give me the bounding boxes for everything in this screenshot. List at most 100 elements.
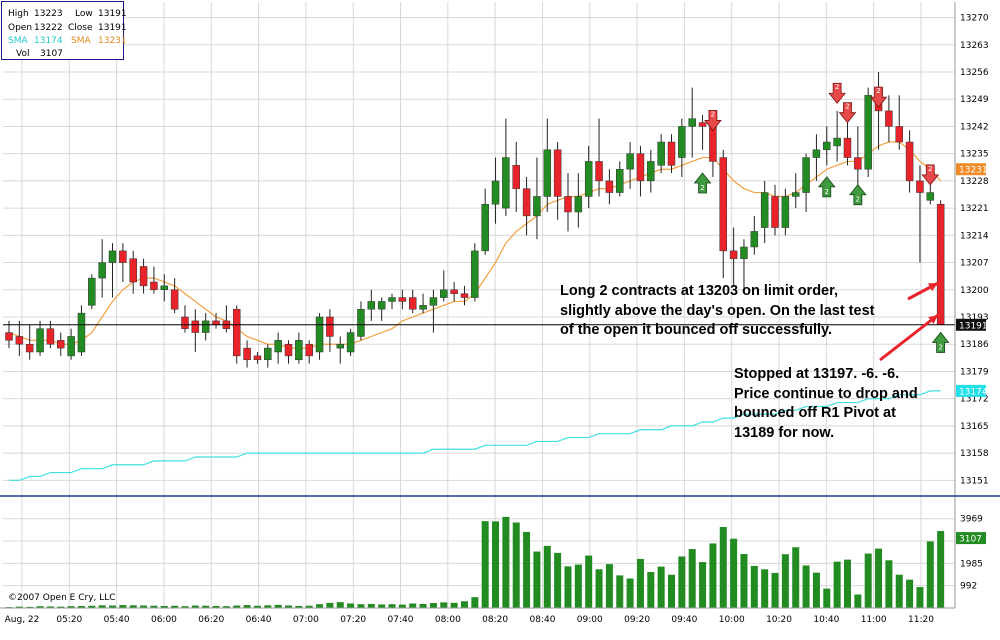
- volume-bar: [36, 606, 44, 608]
- volume-bar: [647, 572, 655, 608]
- volume-bar: [699, 562, 707, 608]
- time-tick-label: 07:20: [340, 615, 366, 625]
- volume-bar: [419, 603, 427, 608]
- volume-bar: [668, 574, 676, 608]
- sma-fast-value: 13174: [34, 36, 63, 46]
- volume-bar: [481, 521, 489, 608]
- candle-down: [139, 266, 148, 287]
- volume-bars: [5, 516, 945, 608]
- volume-bar: [357, 604, 365, 608]
- candlesticks: [5, 72, 945, 368]
- price-tick-label: 13200: [960, 286, 989, 296]
- marker-label: 2: [856, 196, 860, 204]
- candle-up: [812, 149, 821, 158]
- volume-bar: [326, 602, 334, 608]
- price-tick-label: 13186: [960, 340, 989, 350]
- price-tag-label: 13191: [959, 321, 988, 331]
- volume-bar: [202, 605, 210, 608]
- volume-bar: [595, 569, 603, 608]
- candle-up: [346, 332, 355, 353]
- copyright-text: ©2007 Open E Cry, LLC: [8, 593, 116, 603]
- price-tick-label: 13151: [960, 476, 989, 486]
- price-tags: 13231 13191 13174 3107: [956, 163, 988, 545]
- volume-bar: [512, 522, 520, 608]
- buy-marker-arrow: [849, 184, 867, 206]
- time-tick-label: 10:00: [719, 615, 745, 625]
- sma-slow-value: 13231: [98, 36, 127, 46]
- candle-down: [150, 281, 158, 291]
- candle-down: [895, 126, 903, 143]
- candle-up: [481, 203, 489, 252]
- candle-up: [802, 157, 810, 193]
- volume-bar: [605, 564, 613, 608]
- candle-down: [284, 343, 293, 357]
- candle-up: [295, 340, 303, 361]
- candle-up: [471, 250, 479, 298]
- volume-bar: [295, 605, 303, 608]
- volume-bar: [409, 603, 417, 608]
- volume-bar: [347, 603, 355, 608]
- volume-bar: [636, 558, 644, 608]
- price-tick-label: 13235: [960, 150, 989, 160]
- sell-marker-arrow: [838, 102, 857, 124]
- volume-bar: [429, 603, 437, 608]
- candle-up: [740, 246, 748, 259]
- candle-down: [212, 320, 220, 326]
- volume-bar: [792, 547, 800, 608]
- price-tick-label: 13263: [960, 41, 989, 51]
- price-tag: [956, 384, 986, 397]
- volume-bar: [212, 605, 220, 608]
- candle-down: [25, 343, 34, 353]
- marker-label: 2: [825, 188, 829, 196]
- price-tick-label: 13165: [960, 422, 989, 432]
- volume-bar: [253, 605, 261, 608]
- candle-down: [667, 141, 676, 166]
- candle-down: [698, 122, 707, 127]
- candle-down: [595, 161, 603, 182]
- candle-up: [367, 301, 376, 310]
- price-tick-label: 13214: [960, 231, 989, 241]
- price-tick-label: 13172: [960, 395, 989, 405]
- candle-down: [636, 153, 645, 182]
- candle-down: [181, 316, 189, 329]
- candle-up: [533, 196, 541, 217]
- marker-label: 2: [928, 165, 932, 173]
- candle-down: [253, 355, 262, 361]
- low-value: 13191: [98, 9, 127, 19]
- price-tick-label: 13207: [960, 259, 989, 269]
- vol-value: 3107: [40, 49, 63, 59]
- marker-label: 2: [835, 83, 839, 91]
- candle-up: [502, 157, 510, 209]
- time-tick-label: 08:00: [435, 615, 461, 625]
- annotation-arrow-shaft: [879, 313, 939, 362]
- volume-bar: [937, 531, 945, 608]
- volume-bar: [502, 516, 510, 608]
- candle-down: [305, 343, 313, 357]
- candle-down: [719, 157, 728, 252]
- volume-bar: [336, 602, 344, 608]
- price-tick-label: 13221: [960, 204, 989, 214]
- entry-annotation-line-2: slightly above the day's open. On the la…: [560, 302, 875, 319]
- candle-up: [615, 168, 624, 193]
- candle-up: [67, 336, 75, 357]
- candle-down: [843, 137, 852, 158]
- candle-down: [191, 320, 200, 333]
- volume-bar: [750, 565, 758, 608]
- volume-bar: [284, 605, 292, 608]
- price-tick-label: 13193: [960, 313, 989, 323]
- volume-bar: [57, 606, 65, 608]
- open-label: Open: [8, 23, 33, 33]
- candle-up: [108, 250, 117, 263]
- volume-bar: [119, 605, 127, 608]
- buy-marker-arrow: [931, 331, 950, 353]
- candle-up: [823, 141, 831, 151]
- price-tick-label: 13179: [960, 367, 989, 377]
- candle-up: [574, 196, 583, 213]
- exit-annotation-line-2: Price continue to drop and: [734, 385, 918, 402]
- time-tick-label: 09:00: [577, 615, 603, 625]
- time-tick-label: 11:00: [861, 615, 887, 625]
- candle-up: [750, 231, 759, 248]
- candle-up: [791, 192, 800, 197]
- volume-bar: [812, 572, 820, 608]
